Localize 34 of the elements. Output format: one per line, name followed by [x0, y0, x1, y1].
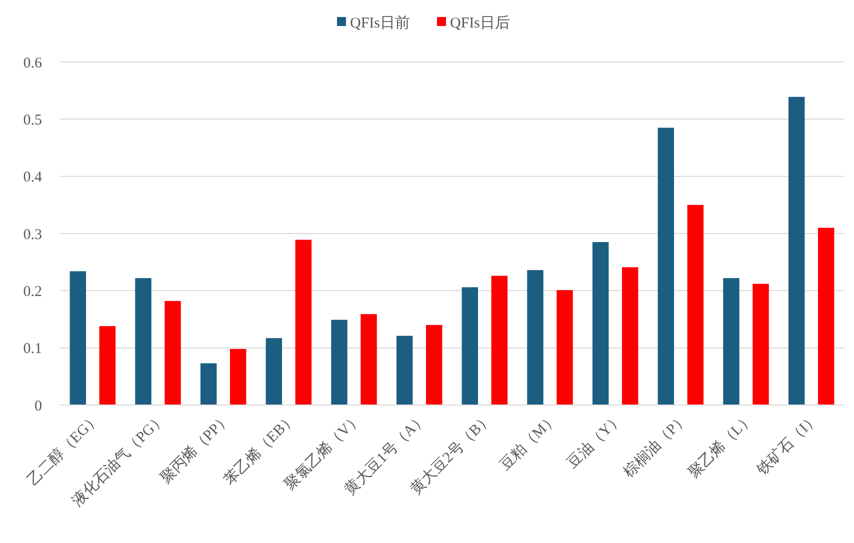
bar	[396, 336, 413, 405]
y-tick-label: 0.4	[23, 170, 42, 186]
y-tick-label: 0.3	[23, 226, 42, 243]
bar	[70, 271, 86, 405]
y-tick-label: 0	[34, 398, 42, 414]
bar	[556, 290, 573, 405]
bar	[818, 228, 834, 405]
x-tick-label: 豆粕（M）	[498, 410, 561, 474]
legend-label: QFIs日前	[350, 14, 410, 32]
bar	[135, 278, 152, 405]
bar	[592, 242, 609, 405]
y-tick-label: 0.1	[23, 341, 42, 358]
bar	[788, 96, 805, 405]
bar	[622, 267, 638, 405]
bar	[200, 363, 217, 405]
legend-label: QFIs日后	[450, 14, 510, 32]
bar	[266, 338, 282, 405]
bar	[687, 204, 704, 405]
bar	[527, 270, 544, 405]
bar	[230, 348, 246, 405]
y-tick-label: 0.5	[23, 112, 42, 128]
bar	[426, 324, 442, 405]
bar	[331, 320, 348, 405]
bar	[462, 287, 478, 405]
bar	[295, 240, 312, 405]
y-tick-label: 0.2	[23, 284, 42, 300]
bar	[658, 128, 674, 405]
bar	[360, 314, 377, 405]
bar	[491, 276, 508, 405]
y-tick-label: 0.6	[23, 55, 42, 72]
bar	[723, 278, 740, 405]
bar	[164, 300, 181, 405]
bar	[752, 284, 769, 405]
bar	[99, 326, 116, 405]
